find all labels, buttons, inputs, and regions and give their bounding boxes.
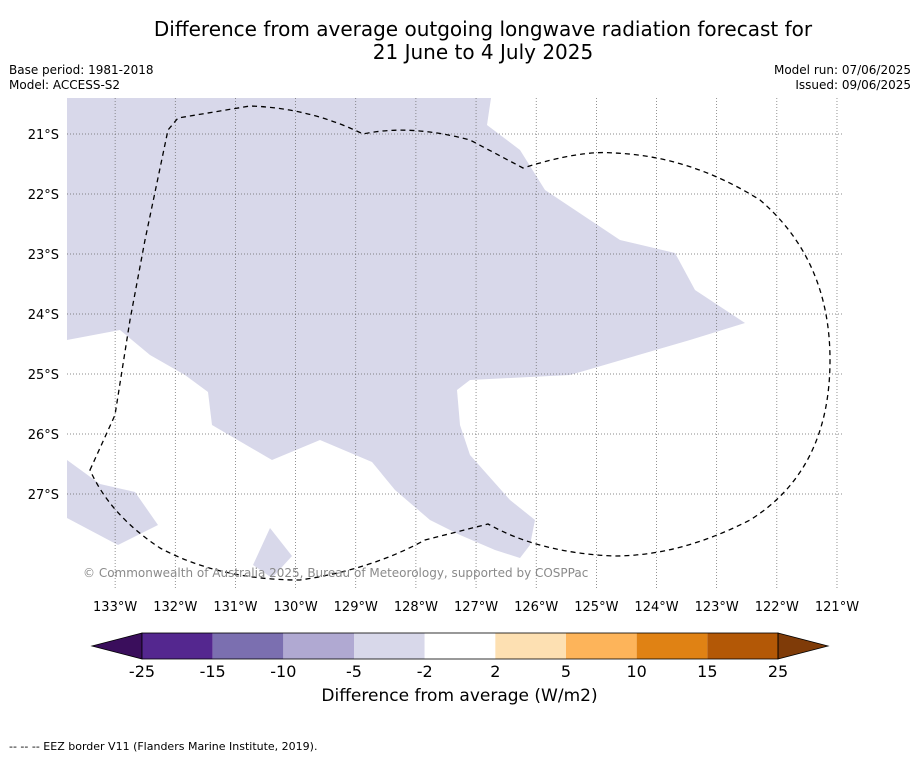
colorbar-bin (566, 633, 637, 659)
colorbar-tick-label: 10 (626, 662, 646, 681)
x-tick-label: 127°W (454, 600, 498, 615)
colorbar-bin (495, 633, 566, 659)
colorbar-tick-label: -10 (270, 662, 296, 681)
colorbar-bin (354, 633, 425, 659)
y-tick-label: 25°S (28, 368, 59, 383)
colorbar-bin (424, 633, 496, 659)
colorbar-extend-low (90, 632, 143, 660)
x-tick-label: 126°W (514, 600, 558, 615)
base-period-label: Base period: 1981-2018 (9, 63, 154, 77)
colorbar-tick-label: -5 (346, 662, 362, 681)
x-tick-label: 124°W (634, 600, 678, 615)
y-axis-ticks: 21°S 22°S 23°S 24°S 25°S 26°S 27°S (28, 128, 59, 503)
chart-title: Difference from average outgoing longwav… (0, 18, 919, 64)
eez-border (89, 105, 831, 581)
y-tick-label: 27°S (28, 488, 59, 503)
map-plot: 133°W 132°W 131°W 130°W 129°W 128°W 127°W 126°W… (28, 98, 859, 615)
colorbar-bin (142, 633, 213, 659)
eez-legend-note: -- -- -- EEZ border V11 (Flanders Marine… (9, 740, 318, 753)
y-tick-label: 22°S (28, 188, 59, 203)
colorbar-frame (141, 632, 779, 660)
x-tick-label: 125°W (574, 600, 618, 615)
model-run-label: Model run: 07/06/2025 (773, 63, 911, 77)
colorbar-tick-label: -2 (417, 662, 433, 681)
meta-left: Base period: 1981-2018 Model: ACCESS-S2 (9, 63, 154, 93)
x-tick-label: 131°W (213, 600, 257, 615)
model-label: Model: ACCESS-S2 (9, 78, 121, 92)
anomaly-area-south (253, 528, 292, 578)
anomaly-area-main (67, 98, 745, 558)
meta-right: Model run: 07/06/2025 Issued: 09/06/2025 (774, 63, 911, 93)
colorbar-tick-label: -25 (129, 662, 155, 681)
y-tick-label: 26°S (28, 428, 59, 443)
colorbar-tick-label: 15 (697, 662, 717, 681)
colorbar-extend-high (777, 632, 830, 660)
x-tick-label: 123°W (695, 600, 739, 615)
anomaly-area-southwest (67, 460, 158, 545)
y-tick-label: 23°S (28, 248, 59, 263)
colorbar-bin (707, 633, 778, 659)
x-tick-label: 122°W (755, 600, 799, 615)
colorbar-tick-label: 25 (768, 662, 788, 681)
x-tick-label: 130°W (274, 600, 318, 615)
colorbar-title: Difference from average (W/m2) (321, 686, 598, 706)
x-tick-label: 129°W (334, 600, 378, 615)
map-gridlines (67, 98, 843, 590)
colorbar-tick-label: 2 (490, 662, 500, 681)
colorbar-bin (636, 633, 708, 659)
y-tick-label: 24°S (28, 308, 59, 323)
colorbar-tick-label: -15 (200, 662, 226, 681)
issued-label: Issued: 09/06/2025 (795, 78, 911, 92)
copyright-text: © Commonwealth of Australia 2025, Bureau… (83, 566, 588, 580)
colorbar-bin (212, 633, 284, 659)
title-line-2: 21 June to 4 July 2025 (372, 40, 594, 64)
colorbar-tick-label: 5 (561, 662, 571, 681)
x-tick-label: 133°W (93, 600, 137, 615)
colorbar-bin (283, 633, 354, 659)
y-tick-label: 21°S (28, 128, 59, 143)
x-tick-label: 128°W (394, 600, 438, 615)
x-axis-ticks: 133°W 132°W 131°W 130°W 129°W 128°W 127°W 126°W… (93, 600, 859, 615)
colorbar: -25 -15 -10 -5 -2 2 5 10 15 25 (90, 632, 830, 681)
x-tick-label: 132°W (153, 600, 197, 615)
title-line-1: Difference from average outgoing longwav… (153, 17, 813, 41)
x-tick-label: 121°W (815, 600, 859, 615)
